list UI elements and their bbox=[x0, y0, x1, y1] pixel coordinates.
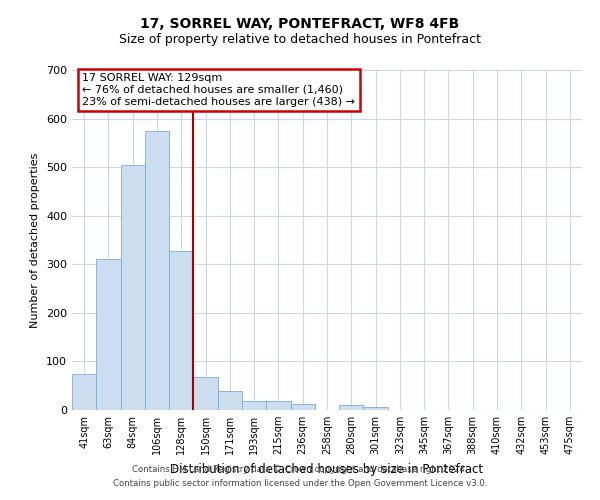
Bar bbox=[290, 404, 315, 410]
Bar bbox=[72, 374, 96, 410]
Bar bbox=[218, 390, 242, 410]
Bar bbox=[242, 401, 266, 410]
Text: Contains HM Land Registry data © Crown copyright and database right 2024.
Contai: Contains HM Land Registry data © Crown c… bbox=[113, 466, 487, 487]
Text: Size of property relative to detached houses in Pontefract: Size of property relative to detached ho… bbox=[119, 32, 481, 46]
Bar bbox=[96, 260, 121, 410]
X-axis label: Distribution of detached houses by size in Pontefract: Distribution of detached houses by size … bbox=[170, 462, 484, 475]
Bar bbox=[169, 250, 193, 410]
Bar bbox=[193, 377, 218, 410]
Text: 17 SORREL WAY: 129sqm
← 76% of detached houses are smaller (1,460)
23% of semi-d: 17 SORREL WAY: 129sqm ← 76% of detached … bbox=[82, 74, 355, 106]
Bar bbox=[121, 164, 145, 410]
Text: 17, SORREL WAY, PONTEFRACT, WF8 4FB: 17, SORREL WAY, PONTEFRACT, WF8 4FB bbox=[140, 18, 460, 32]
Bar bbox=[364, 407, 388, 410]
Bar bbox=[145, 130, 169, 410]
Bar bbox=[339, 405, 364, 410]
Bar bbox=[266, 402, 290, 410]
Y-axis label: Number of detached properties: Number of detached properties bbox=[31, 152, 40, 328]
